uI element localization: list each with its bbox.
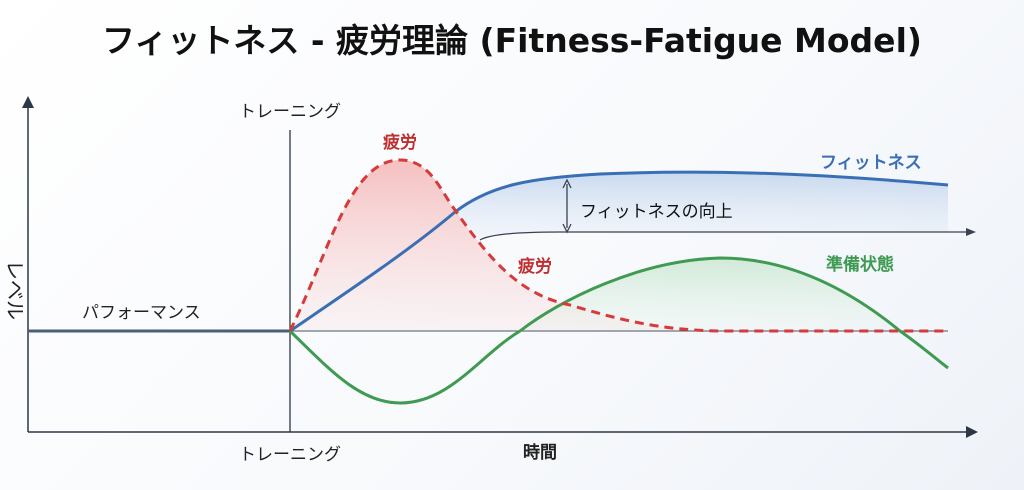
- fatigue-curve: [288, 158, 948, 333]
- fitness-reference-line: [479, 231, 968, 241]
- performance-label: パフォーマンス: [82, 303, 201, 323]
- reference-arrow-icon: [966, 228, 976, 236]
- arrow-up-icon: [562, 178, 572, 189]
- x-axis-label: 時間: [523, 442, 557, 463]
- y-axis-arrow-icon: [22, 96, 34, 108]
- y-axis-label: レベル: [3, 260, 27, 320]
- fatigue-area: [290, 160, 720, 331]
- fitness-gain-area: [455, 172, 948, 240]
- fitness-gain-label: フィットネスの向上: [580, 202, 733, 222]
- readiness-curve: [288, 256, 949, 405]
- readiness-label: 準備状態: [826, 254, 894, 275]
- arrow-down-icon: [562, 223, 572, 234]
- training-top-label: トレーニング: [239, 102, 341, 122]
- fatigue-curve-label: 疲労: [518, 256, 552, 277]
- fitness-label: フィットネス: [820, 153, 922, 173]
- training-bottom-label: トレーニング: [239, 445, 341, 465]
- fitness-curve: [289, 170, 949, 333]
- fatigue-peak-label: 疲労: [383, 132, 417, 153]
- page-title: フィットネス - 疲労理論 (Fitness-Fatigue Model): [102, 21, 922, 60]
- x-axis-arrow-icon: [966, 426, 978, 438]
- readiness-area: [520, 258, 900, 331]
